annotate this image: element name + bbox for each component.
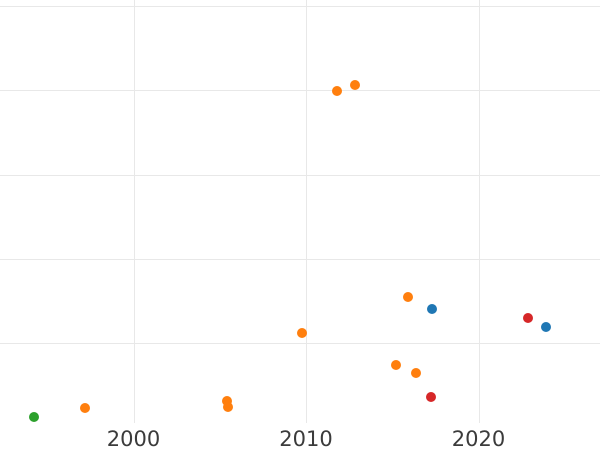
horizontal-gridline — [0, 258, 600, 260]
horizontal-gridline — [0, 343, 600, 345]
horizontal-gridline — [0, 6, 600, 7]
horizontal-gridline — [0, 174, 600, 176]
horizontal-gridline — [0, 90, 600, 92]
data-point-orange — [390, 360, 401, 371]
data-point-blue — [540, 322, 551, 333]
data-point-blue — [426, 303, 437, 314]
vertical-gridline — [133, 0, 135, 423]
data-point-green — [29, 412, 40, 423]
data-point-red — [426, 392, 437, 403]
data-point-orange — [296, 328, 307, 339]
data-point-orange — [80, 403, 91, 414]
vertical-gridline — [478, 0, 480, 423]
x-tick-label-2000: 2000 — [106, 427, 161, 450]
plot-area — [0, 0, 600, 423]
data-point-orange — [402, 291, 413, 302]
data-point-red — [522, 312, 533, 323]
data-point-orange — [221, 396, 232, 407]
data-point-orange — [350, 80, 361, 91]
x-tick-label-2020: 2020 — [451, 427, 506, 450]
x-tick-label-2010: 2010 — [279, 427, 333, 450]
data-point-orange — [332, 86, 343, 97]
data-point-orange — [222, 402, 233, 413]
data-point-orange — [410, 367, 421, 378]
vertical-gridline — [306, 0, 307, 423]
